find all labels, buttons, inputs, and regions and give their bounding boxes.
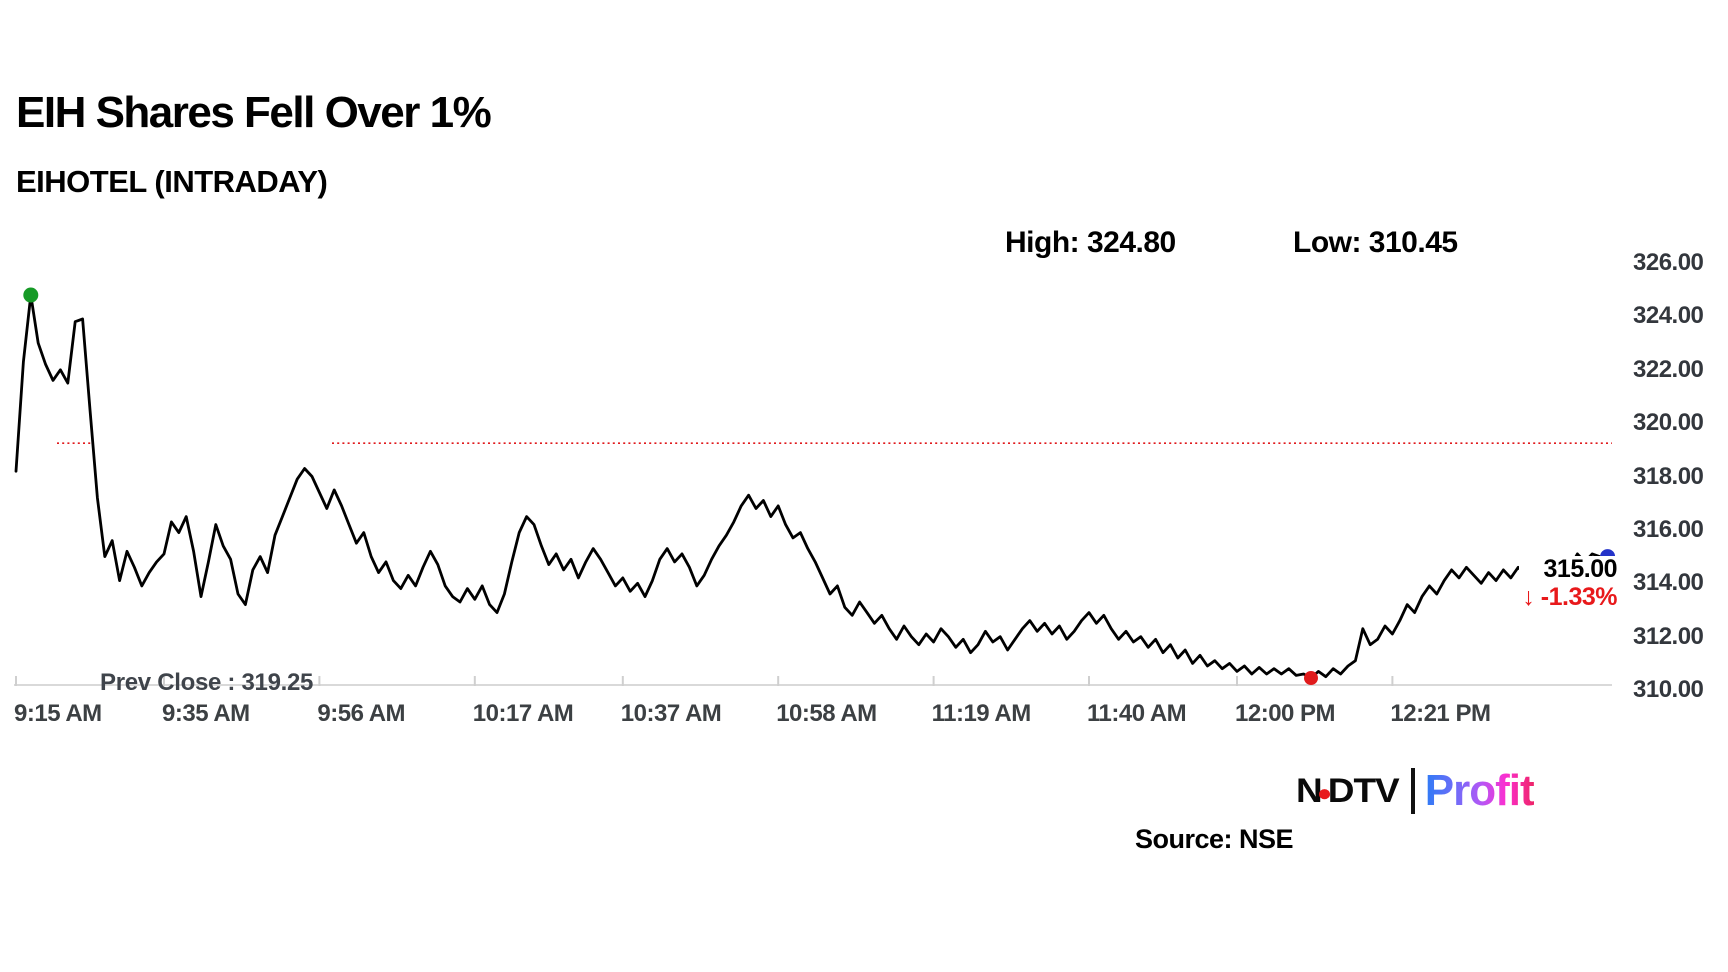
price-change-percent: ↓ -1.33% [1522,583,1617,611]
page-title: EIH Shares Fell Over 1% [16,88,492,137]
y-axis-tick-label: 312.00 [1633,622,1704,650]
y-axis-tick-label: 320.00 [1633,409,1704,437]
low-marker-dot [1304,671,1318,686]
intraday-line-chart: Prev Close : 319.25 [0,240,1660,720]
x-axis-tick-label: 10:37 AM [620,700,722,727]
x-axis-tick-label: 9:15 AM [14,700,102,727]
x-axis-tick-label: 11:19 AM [931,700,1032,727]
ndtv-wordmark: N DTV [1296,771,1400,810]
chart-subtitle: EIHOTEL (INTRADAY) [16,164,328,199]
prev-close-label: Prev Close : 319.25 [100,669,314,696]
x-axis-tick-label: 9:56 AM [317,700,406,727]
y-axis-tick-label: 314.00 [1633,569,1704,597]
price-line-svg [14,287,1616,686]
x-axis-tick-label: 9:35 AM [162,700,250,727]
x-axis-tick-label: 12:00 PM [1235,700,1336,727]
x-axis-tick-label: 12:21 PM [1390,700,1491,727]
last-price-value: 315.00 [1543,555,1618,583]
x-axis-tick-label: 10:58 AM [776,700,877,727]
ndtv-profit-logo: N DTV Profit [1296,766,1535,816]
source-attribution: Source: NSE [1135,824,1294,854]
price-line [14,293,1601,680]
x-axis-tick-label: 10:17 AM [472,700,574,727]
high-marker-dot [23,287,39,303]
high-value-label: High: 324.80 [1005,226,1176,259]
low-value-label: Low: 310.45 [1293,226,1458,259]
y-axis-tick-label: 310.00 [1633,676,1704,704]
ndtv-red-dot-icon [1318,788,1330,799]
y-axis-tick-label: 326.00 [1633,249,1704,276]
y-axis-tick-label: 322.00 [1633,355,1704,383]
profit-wordmark: Profit [1424,766,1535,815]
y-axis-tick-label: 318.00 [1633,462,1704,490]
y-axis-tick-label: 324.00 [1633,302,1704,330]
x-axis-tick-label: 11:40 AM [1087,700,1187,727]
last-price-callout: 315.00 ↓ -1.33% [1519,555,1618,612]
logo-divider [1410,768,1415,814]
y-axis-tick-label: 316.00 [1633,515,1704,543]
